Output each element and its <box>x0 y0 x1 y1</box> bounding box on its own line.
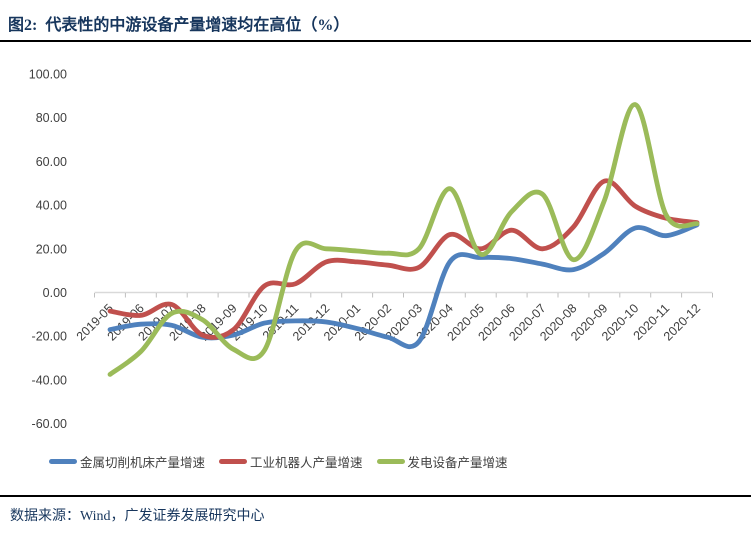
x-axis <box>94 291 713 298</box>
title-divider <box>0 40 751 42</box>
y-axis-tick-label: -60.00 <box>32 417 67 431</box>
legend-line-swatch <box>49 459 77 464</box>
chart-legend: 金属切削机床产量增速 工业机器人产量增速 发电设备产量增速 <box>49 452 508 471</box>
series-lines <box>107 102 700 377</box>
legend-label: 发电设备产量增速 <box>407 456 508 470</box>
series-line-2 <box>107 102 700 377</box>
data-source: 数据来源：Wind，广发证券发展研究中心 <box>10 509 265 524</box>
legend-label: 金属切削机床产量增速 <box>80 456 206 470</box>
y-axis-tick-label: 0.00 <box>43 286 67 300</box>
chart-title: 图2: 代表性的中游设备产量增速均在高位（%） <box>8 17 350 34</box>
legend-line-swatch <box>219 459 248 464</box>
line-chart: 100.00 80.00 60.00 40.00 20.00 0.00 -20.00 -40.… <box>29 68 713 432</box>
y-axis-tick-label: 20.00 <box>36 242 67 256</box>
legend-line-swatch <box>376 459 405 464</box>
legend-label: 工业机器人产量增速 <box>250 456 363 470</box>
legend-item: 工业机器人产量增速 <box>219 452 363 471</box>
y-axis-tick-label: 40.00 <box>36 199 67 213</box>
y-axis-tick-label: -40.00 <box>32 373 67 387</box>
y-axis-tick-label: 80.00 <box>36 111 67 125</box>
footer-divider <box>0 495 751 497</box>
y-axis-tick-label: 100.00 <box>29 68 67 82</box>
y-axis-tick-label: 60.00 <box>36 155 67 169</box>
y-axis-labels: 100.00 80.00 60.00 40.00 20.00 0.00 -20.00 -40.… <box>29 68 67 432</box>
series-line-1 <box>107 178 700 340</box>
legend-item: 金属切削机床产量增速 <box>49 452 205 471</box>
legend-item: 发电设备产量增速 <box>376 452 508 471</box>
y-axis-tick-label: -20.00 <box>32 330 67 344</box>
